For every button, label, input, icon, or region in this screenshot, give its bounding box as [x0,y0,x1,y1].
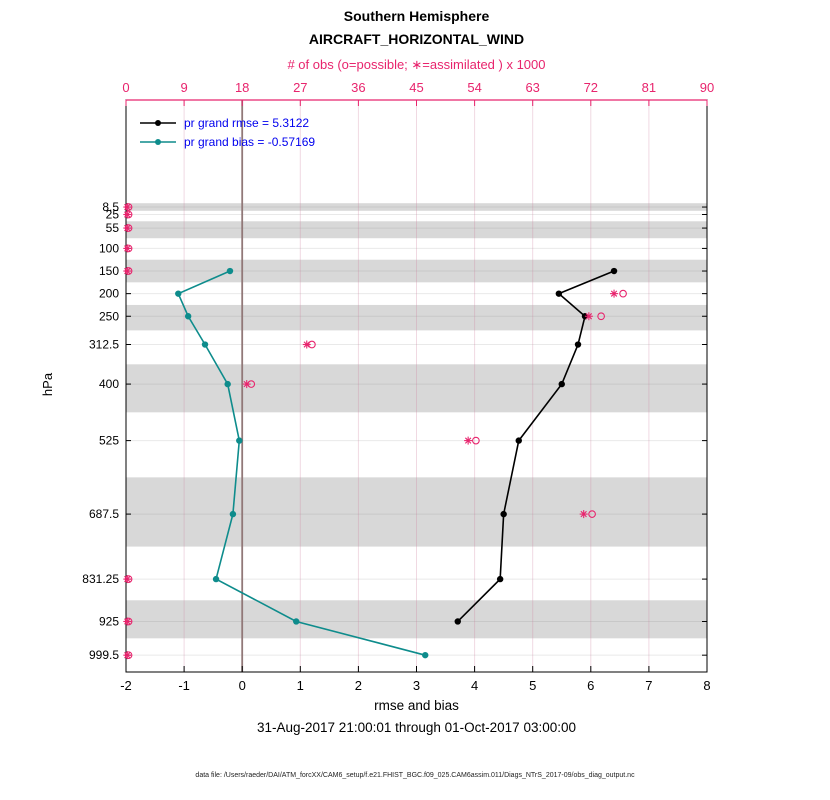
shaded-band [126,600,707,639]
rmse-point [496,575,504,583]
y-tick-label: 250 [99,309,119,323]
x-tick-label: 4 [471,678,478,693]
date-range-caption: 31-Aug-2017 21:00:01 through 01-Oct-2017… [257,720,576,735]
legend: pr grand rmse = 5.3122 pr grand bias = -… [139,113,315,151]
obs-possible-circle [619,289,627,298]
y-tick-label: 925 [99,614,119,628]
bias-point [201,341,209,348]
bias-line [177,270,426,656]
y-tick-label: 8.5 [102,200,119,214]
obs-tick-label: 72 [584,80,598,95]
x-tick-label: 7 [645,678,652,693]
bias-point [229,510,237,518]
x-tick-label: -1 [178,678,190,693]
y-tick-label: 525 [99,434,119,448]
shaded-band [126,259,707,283]
obs-possible-circle [597,312,605,321]
y-tick-label: 312.5 [89,338,119,352]
plot-title: Southern Hemisphere [343,8,490,24]
x-tick-label: 6 [587,678,594,693]
rmse-point [558,380,565,388]
obs-possible-circle [124,651,133,660]
plot-subtitle: AIRCRAFT_HORIZONTAL_WIND [308,31,525,47]
bias-point [175,290,182,297]
obs-assimilated-asterisk [610,290,618,297]
obs-assimilated-asterisk [464,437,472,444]
obs-tick-label: 63 [525,80,539,95]
obs-assimilated-asterisk [585,313,593,320]
obs-axis-title: # of obs (o=possible; ∗=assimilated ) x … [287,57,546,72]
obs-tick-label: 9 [180,80,187,95]
bias-point [212,575,220,583]
obs-possible-circle [472,436,480,445]
x-tick-label: 0 [239,678,246,693]
y-tick-label: 200 [99,287,119,301]
shaded-band [126,221,707,239]
obs-tick-label: 36 [351,80,365,95]
rmse-point [574,341,582,348]
obs-possible-circle [124,210,133,219]
shaded-band [126,364,707,413]
x-tick-label: 5 [529,678,536,693]
y-tick-label: 55 [106,221,120,235]
x-tick-label: -2 [120,678,132,693]
y-tick-label: 100 [99,241,119,255]
y-tick-label: 25 [106,208,120,222]
bias-point [422,651,429,659]
obs-tick-label: 0 [122,80,129,95]
obs-tick-label: 90 [700,80,714,95]
y-tick-label: 999.5 [89,648,119,662]
y-tick-label: 150 [99,264,119,278]
legend-label-bias: pr grand bias = -0.57169 [184,134,316,149]
x-axis-label: rmse and bias [374,698,459,713]
obs-assimilated-asterisk [580,510,587,518]
bias-point [236,437,243,444]
shaded-band [126,477,707,547]
bias-point [293,618,300,625]
obs-possible-circle [124,575,133,583]
obs-possible-circle [588,510,596,518]
obs-tick-label: 54 [467,80,481,95]
obs-possible-circle [124,267,133,275]
y-tick-label: 831.25 [82,572,119,586]
rmse-point [500,510,507,518]
legend-sample-bias-icon [140,138,176,145]
legend-sample-rmse-icon [140,119,176,126]
x-tick-label: 1 [297,678,304,693]
obs-tick-label: 27 [293,80,307,95]
rmse-point [454,618,461,625]
legend-item-bias: pr grand bias = -0.57169 [139,132,315,151]
rmse-point [555,290,563,297]
obs-possible-circle [124,203,133,211]
obs-tick-label: 45 [409,80,423,95]
x-tick-label: 8 [703,678,710,693]
y-tick-label: 687.5 [89,507,119,521]
obs-tick-label: 18 [235,80,249,95]
shaded-band [126,203,707,211]
shaded-band [126,304,707,331]
x-tick-label: 3 [413,678,420,693]
datafile-path: data file: /Users/raeder/DAI/ATM_forcXX/… [195,772,635,779]
y-axis-label: hPa [40,372,56,397]
rmse-point [515,437,522,444]
obs-possible-circle [124,224,133,232]
obs-tick-label: 81 [642,80,656,95]
rmse-point [610,267,618,275]
obs-possible-circle [124,244,133,253]
obs-possible-circle [308,340,316,349]
obs-possible-circle [124,617,133,626]
legend-label-rmse: pr grand rmse = 5.3122 [184,115,310,130]
bias-point [226,267,234,275]
x-tick-label: 2 [355,678,362,693]
y-tick-label: 400 [99,377,119,391]
legend-item-rmse: pr grand rmse = 5.3122 [139,113,315,132]
bias-point [224,380,231,388]
obs-possible-circle [247,380,256,388]
bias-point [184,313,192,320]
